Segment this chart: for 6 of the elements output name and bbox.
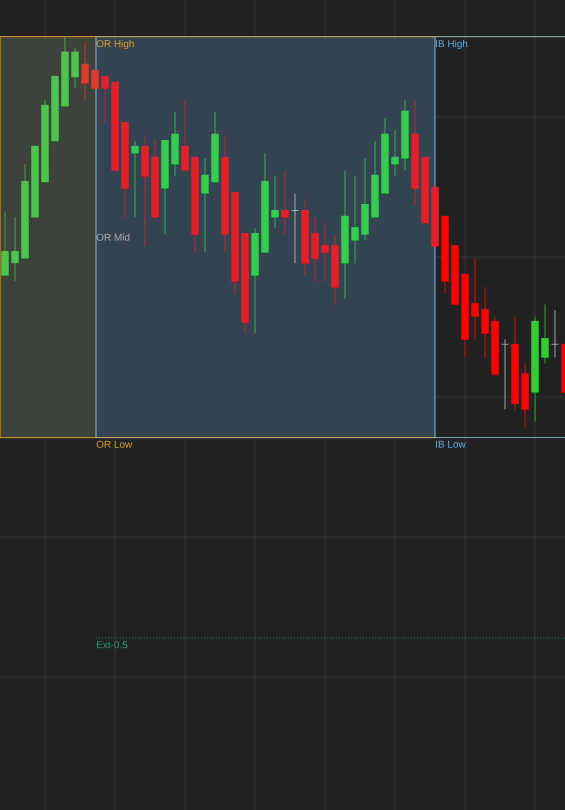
ref-line-label: OR High <box>96 40 134 50</box>
annotation: OR Mid <box>96 233 130 241</box>
ref-line-label: Ext-0.5 <box>97 641 128 648</box>
ref-line-label: OR Low <box>96 440 132 448</box>
ref-line-label: IB High <box>436 40 468 50</box>
ref-line-label: IB Low <box>436 440 466 448</box>
